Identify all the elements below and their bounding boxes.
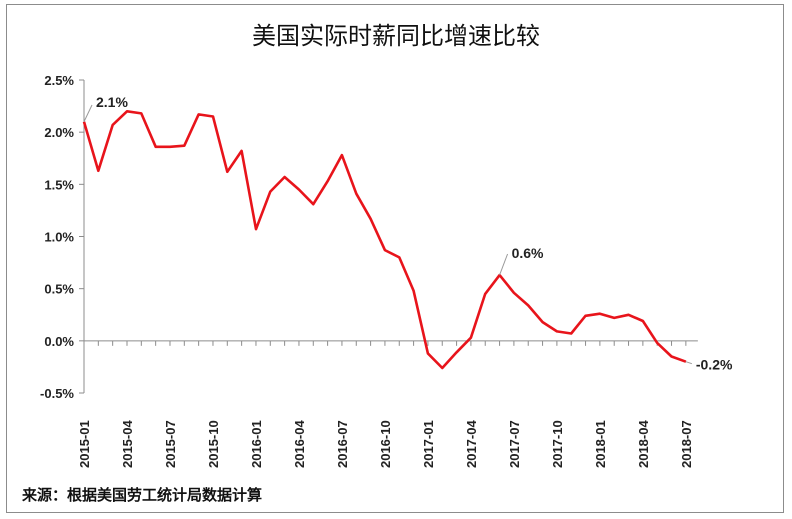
data-label: 2.1%: [96, 94, 128, 110]
x-tick-label: 2018-01: [593, 420, 608, 468]
x-tick-label: 2016-10: [378, 420, 393, 468]
y-tick-label: -0.5%: [40, 386, 74, 401]
x-tick-label: 2015-07: [163, 420, 178, 468]
y-tick-label: 0.5%: [44, 282, 74, 297]
data-label: -0.2%: [696, 357, 733, 373]
x-tick-label: 2015-10: [206, 420, 221, 468]
chart-frame: [6, 4, 784, 513]
annotation-leader: [83, 104, 93, 122]
x-tick-label: 2015-04: [120, 420, 135, 468]
source-note: 来源：根据美国劳工统计局数据计算: [22, 486, 263, 504]
y-tick-label: 2.0%: [44, 125, 74, 140]
x-tick-label: 2018-04: [636, 420, 651, 468]
x-tick-label: 2015-01: [77, 420, 92, 468]
annotation-leader: [685, 361, 693, 365]
series-line: [82, 110, 687, 370]
x-tick-label: 2017-07: [507, 420, 522, 468]
chart-title: 美国实际时薪同比增速比较: [252, 22, 540, 50]
y-tick-label: 0.0%: [44, 334, 74, 349]
x-tick-label: 2017-01: [421, 420, 436, 468]
annotation-leader: [499, 253, 509, 276]
x-tick-label: 2017-04: [464, 420, 479, 468]
data-label: 0.6%: [512, 245, 544, 261]
x-tick-label: 2016-04: [292, 420, 307, 468]
x-tick-label: 2016-07: [335, 420, 350, 468]
y-tick-label: 2.5%: [44, 73, 74, 88]
y-tick-label: 1.0%: [44, 230, 74, 245]
x-tick-label: 2016-01: [249, 420, 264, 468]
y-tick-label: 1.5%: [44, 177, 74, 192]
x-tick-label: 2017-10: [550, 420, 565, 468]
x-tick-label: 2018-07: [679, 420, 694, 468]
